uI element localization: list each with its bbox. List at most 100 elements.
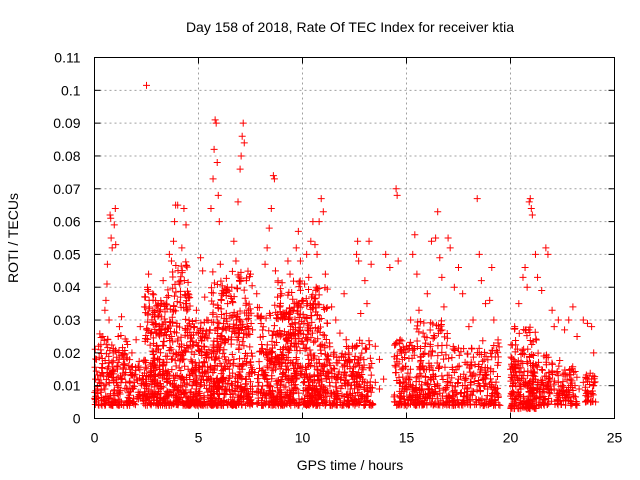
- data-point: [482, 352, 490, 360]
- data-point: [274, 357, 282, 365]
- data-point: [155, 307, 163, 315]
- data-point: [563, 376, 571, 384]
- data-point: [313, 365, 321, 373]
- data-point: [349, 367, 357, 375]
- data-point: [321, 385, 329, 393]
- data-point: [151, 320, 159, 328]
- data-point: [473, 195, 481, 203]
- data-point: [105, 352, 113, 360]
- data-point: [358, 391, 366, 399]
- data-point: [520, 394, 528, 402]
- data-point: [187, 388, 195, 396]
- data-point: [211, 116, 219, 124]
- data-point: [472, 396, 480, 404]
- data-point: [136, 366, 144, 374]
- data-point: [197, 378, 205, 386]
- data-point: [398, 400, 406, 408]
- data-point: [365, 364, 373, 372]
- data-point: [340, 392, 348, 400]
- data-point: [213, 346, 221, 354]
- data-point: [186, 334, 194, 342]
- data-point: [303, 250, 311, 258]
- data-point: [220, 397, 228, 405]
- data-point: [488, 378, 496, 386]
- data-point: [512, 341, 520, 349]
- data-point: [294, 340, 302, 348]
- data-point: [455, 351, 463, 359]
- data-point: [155, 311, 163, 319]
- data-point: [109, 392, 117, 400]
- data-point: [398, 355, 406, 363]
- data-point: [218, 325, 226, 333]
- data-point: [483, 392, 491, 400]
- data-point: [426, 340, 434, 348]
- data-point: [222, 274, 230, 282]
- data-point: [133, 394, 141, 402]
- data-point: [170, 303, 178, 311]
- data-point: [528, 341, 536, 349]
- data-point: [517, 404, 525, 412]
- data-point: [534, 273, 542, 281]
- data-point: [155, 385, 163, 393]
- data-point: [194, 398, 202, 406]
- data-point: [195, 366, 203, 374]
- data-point: [166, 322, 174, 330]
- data-point: [259, 326, 267, 334]
- data-point: [349, 371, 357, 379]
- data-point: [350, 398, 358, 406]
- data-point: [248, 282, 256, 290]
- data-point: [154, 345, 162, 353]
- data-point: [305, 273, 313, 281]
- data-point: [288, 385, 296, 393]
- data-point: [147, 329, 155, 337]
- data-point: [202, 333, 210, 341]
- data-point: [242, 380, 250, 388]
- data-point: [305, 327, 313, 335]
- data-point: [209, 289, 217, 297]
- data-point: [427, 237, 435, 245]
- data-point: [238, 365, 246, 373]
- data-point: [97, 333, 105, 341]
- data-point: [178, 244, 186, 252]
- data-point: [278, 373, 286, 381]
- data-point: [535, 358, 543, 366]
- data-point: [563, 388, 571, 396]
- data-point: [173, 298, 181, 306]
- data-point: [366, 354, 374, 362]
- data-point: [323, 285, 331, 293]
- data-point: [240, 139, 248, 147]
- data-point: [375, 355, 383, 363]
- data-point: [337, 374, 345, 382]
- data-point: [538, 378, 546, 386]
- data-point: [259, 323, 267, 331]
- data-point: [270, 322, 278, 330]
- data-point: [454, 379, 462, 387]
- data-point: [244, 400, 252, 408]
- data-point: [259, 332, 267, 340]
- data-point: [118, 374, 126, 382]
- data-point: [290, 277, 298, 285]
- data-point: [156, 365, 164, 373]
- data-point: [247, 385, 254, 393]
- data-point: [448, 354, 456, 362]
- data-point: [242, 375, 250, 383]
- data-point: [101, 356, 109, 364]
- data-point: [434, 208, 442, 216]
- data-point: [125, 362, 133, 370]
- data-point: [482, 300, 490, 308]
- data-point: [471, 372, 479, 380]
- data-point: [105, 316, 113, 324]
- data-point: [284, 257, 292, 265]
- data-point: [340, 290, 348, 298]
- data-point: [271, 301, 279, 309]
- data-point: [386, 264, 394, 272]
- data-point: [296, 370, 304, 378]
- data-point: [403, 342, 410, 350]
- data-point: [284, 336, 292, 344]
- data-point: [226, 312, 234, 320]
- data-point: [326, 378, 334, 386]
- data-point: [353, 250, 361, 258]
- data-point: [125, 398, 133, 406]
- data-point: [573, 373, 581, 381]
- data-point: [295, 320, 303, 328]
